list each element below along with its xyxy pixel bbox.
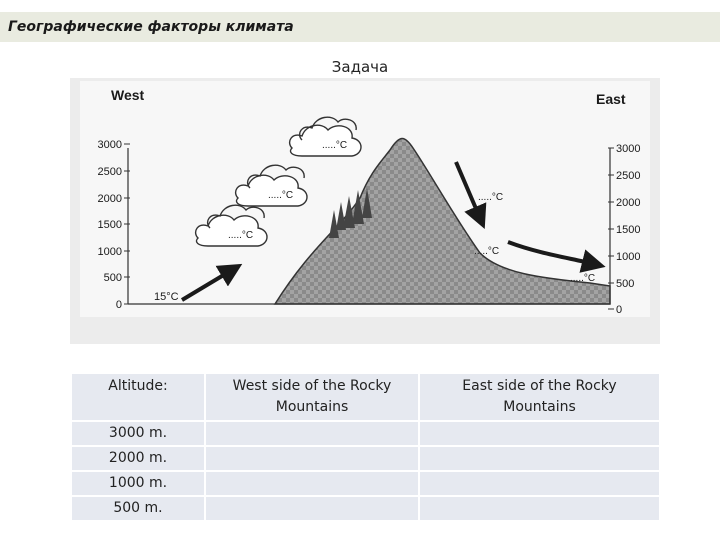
west-cell[interactable] [204,495,420,522]
cloud-icon [288,116,362,157]
west-label: West [111,87,145,103]
altitude-cell: 1000 m. [70,470,206,497]
left-tick: 3000 [98,139,122,151]
cloud-icon [194,204,268,247]
east-cell[interactable] [418,470,661,497]
altitude-table: Altitude: West side of the Rocky Mountai… [70,372,661,522]
altitude-cell: 500 m. [70,495,206,522]
east-temp-label: .....°C [478,192,503,203]
rising-air-arrow [180,263,243,302]
east-cell[interactable] [418,495,661,522]
title-bar: Географические факторы климата [0,12,720,42]
table-row: 2000 m. [70,445,661,472]
right-tick: 2000 [616,197,640,209]
trees-icon [329,188,372,238]
right-tick: 500 [616,278,634,290]
start-temp-label: 15°C [154,291,179,303]
right-tick: 1500 [616,224,640,236]
rocky-mountains-diagram: West East 3000 2500 2000 1500 1000 500 0… [70,78,660,344]
descending-air-arrow [454,161,487,230]
altitude-cell: 2000 m. [70,445,206,472]
right-tick: 0 [616,304,622,316]
east-temp-label: .....°C [570,273,595,284]
leeward-air-arrow [507,240,606,273]
page-title: Географические факторы климата [8,19,294,35]
left-tick: 1000 [98,246,122,258]
left-tick: 2500 [98,166,122,178]
left-tick: 0 [116,299,122,311]
header-east-side: East side of the Rocky Mountains [418,372,661,422]
west-cell[interactable] [204,445,420,472]
header-west-side: West side of the Rocky Mountains [204,372,420,422]
altitude-cell: 3000 m. [70,420,206,447]
east-label: East [596,91,626,107]
right-tick: 1000 [616,251,640,263]
east-cell[interactable] [418,445,661,472]
table-row: 1000 m. [70,470,661,497]
left-tick: 1500 [98,219,122,231]
east-cell[interactable] [418,420,661,447]
right-tick: 2500 [616,170,640,182]
left-tick: 500 [104,272,122,284]
cloud-temp-label: .....°C [268,190,293,201]
task-subtitle: Задача [331,58,389,76]
west-cell[interactable] [204,420,420,447]
east-temp-label: .....°C [474,246,499,257]
table-row: 3000 m. [70,420,661,447]
left-tick: 2000 [98,193,122,205]
west-cell[interactable] [204,470,420,497]
cloud-temp-label: .....°C [228,230,253,241]
right-tick: 3000 [616,143,640,155]
table-row: 500 m. [70,495,661,522]
header-altitude: Altitude: [70,372,206,422]
cloud-temp-label: .....°C [322,140,347,151]
cloud-icon [234,164,308,207]
